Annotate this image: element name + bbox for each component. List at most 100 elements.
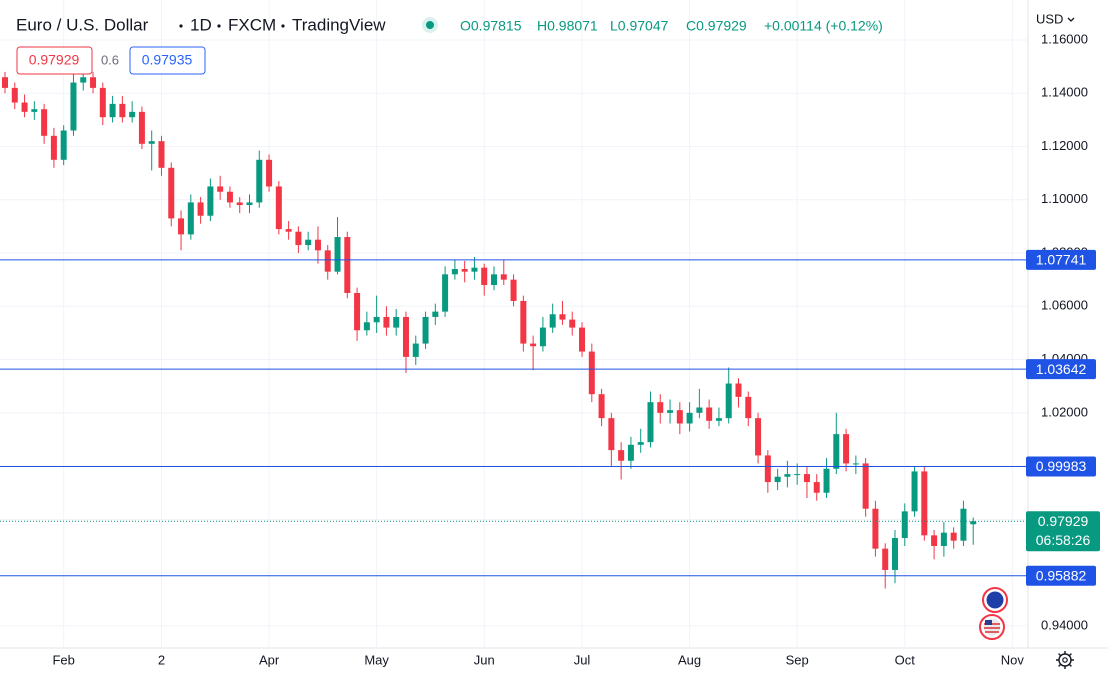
- candle-body: [950, 532, 957, 541]
- candle-body: [588, 351, 595, 395]
- candle-body: [324, 250, 331, 272]
- last-price-box: [1026, 511, 1100, 552]
- candle-body: [226, 191, 233, 203]
- gear-center: [1062, 657, 1068, 663]
- level-label: 0.99983: [1036, 458, 1087, 474]
- candle-body: [402, 316, 409, 357]
- candle-body: [168, 167, 175, 219]
- ohlc-open: O0.97815: [460, 18, 522, 34]
- candle-body: [60, 130, 67, 160]
- currency[interactable]: USD: [1036, 11, 1063, 26]
- candle-body: [549, 314, 556, 328]
- candle-body: [461, 269, 468, 272]
- settings-icon[interactable]: [1056, 651, 1074, 669]
- candle-body: [178, 218, 185, 235]
- candle-body: [305, 239, 312, 246]
- candle-body: [256, 159, 263, 203]
- candle-body: [696, 407, 703, 413]
- candle-body: [491, 274, 497, 285]
- candle-body: [960, 508, 967, 541]
- candle-body: [843, 434, 850, 464]
- candle-body: [393, 316, 400, 328]
- candle-body: [735, 383, 742, 397]
- change: +0.00114 (+0.12%): [764, 18, 883, 34]
- level-label: 1.03642: [1036, 361, 1087, 377]
- candle-body: [823, 468, 830, 493]
- overlay: Euro / U.S. Dollar 1D FXCM TradingView O…: [16, 11, 1075, 669]
- ohlc-close: C0.97929: [686, 18, 747, 34]
- candle-body: [657, 402, 664, 413]
- candle-body: [931, 535, 938, 546]
- candle-body: [471, 267, 478, 272]
- eu-flag: [986, 591, 1004, 609]
- candle-body: [236, 202, 243, 206]
- level-label: 1.07741: [1036, 252, 1087, 268]
- candle-body: [608, 418, 615, 451]
- level-label-box: [1026, 359, 1096, 380]
- candle-body: [520, 300, 527, 344]
- eu-flag-icon: [982, 587, 1008, 613]
- y-tick-label: 1.16000: [1041, 31, 1088, 46]
- candle-body: [70, 82, 77, 131]
- x-tick-label: Jun: [474, 652, 495, 667]
- candle-body: [833, 434, 840, 469]
- y-tick-label: 0.94000: [1041, 617, 1088, 632]
- level-label: 0.95882: [1036, 567, 1087, 583]
- candle-body: [344, 237, 351, 293]
- countdown-label: 06:58:26: [1036, 532, 1091, 548]
- candle-body: [266, 159, 273, 187]
- candle-body: [755, 418, 762, 456]
- candle-body: [539, 327, 546, 347]
- candle-body: [422, 316, 429, 344]
- ohlc-high: H0.98071: [537, 18, 598, 34]
- candle-body: [745, 396, 752, 419]
- candle-body: [80, 77, 87, 83]
- candle-body: [314, 239, 321, 251]
- source: TradingView: [292, 15, 386, 34]
- candle-body: [891, 538, 898, 570]
- candle-body: [667, 410, 674, 413]
- level-label-box: [1026, 565, 1096, 586]
- candle-body: [451, 269, 458, 275]
- candle-body: [138, 111, 145, 144]
- candle-body: [686, 412, 693, 424]
- sell-button[interactable]: [16, 46, 93, 75]
- candle-body: [334, 237, 341, 272]
- candle-body: [901, 511, 908, 539]
- candle-body: [862, 463, 869, 509]
- y-tick-label: 1.14000: [1041, 85, 1088, 100]
- candle-body: [109, 103, 116, 118]
- candle-body: [129, 111, 136, 118]
- sell-price: 0.97929: [29, 52, 80, 68]
- x-tick-label: Apr: [259, 652, 280, 667]
- candle-body: [207, 186, 214, 216]
- candle-body: [197, 202, 204, 216]
- candle-body: [11, 87, 18, 103]
- candle-body: [187, 202, 194, 235]
- candle-body: [813, 482, 820, 493]
- candle-body: [148, 141, 155, 144]
- y-tick-label: 1.06000: [1041, 298, 1088, 313]
- buy-button[interactable]: [129, 46, 206, 75]
- candle-body: [50, 135, 57, 160]
- x-tick-label: Sep: [786, 652, 809, 667]
- buy-price: 0.97935: [142, 52, 193, 68]
- market-status-dot: [426, 21, 434, 29]
- candle-body: [432, 311, 439, 317]
- x-tick-label: Nov: [1001, 652, 1025, 667]
- us-flag-icon: [979, 614, 1005, 640]
- x-tick-label: Jul: [574, 652, 591, 667]
- candle-body: [715, 418, 722, 421]
- candle-body: [706, 407, 713, 421]
- candle-body: [41, 109, 48, 136]
- candle-body: [275, 186, 282, 230]
- candle-body: [559, 314, 566, 320]
- candle-body: [852, 463, 859, 465]
- x-tick-label: 2: [158, 652, 165, 667]
- candle-body: [627, 444, 634, 461]
- candle-body: [158, 141, 165, 168]
- interval: 1D: [190, 15, 212, 34]
- candle-body: [373, 316, 380, 323]
- candle-body: [530, 343, 537, 347]
